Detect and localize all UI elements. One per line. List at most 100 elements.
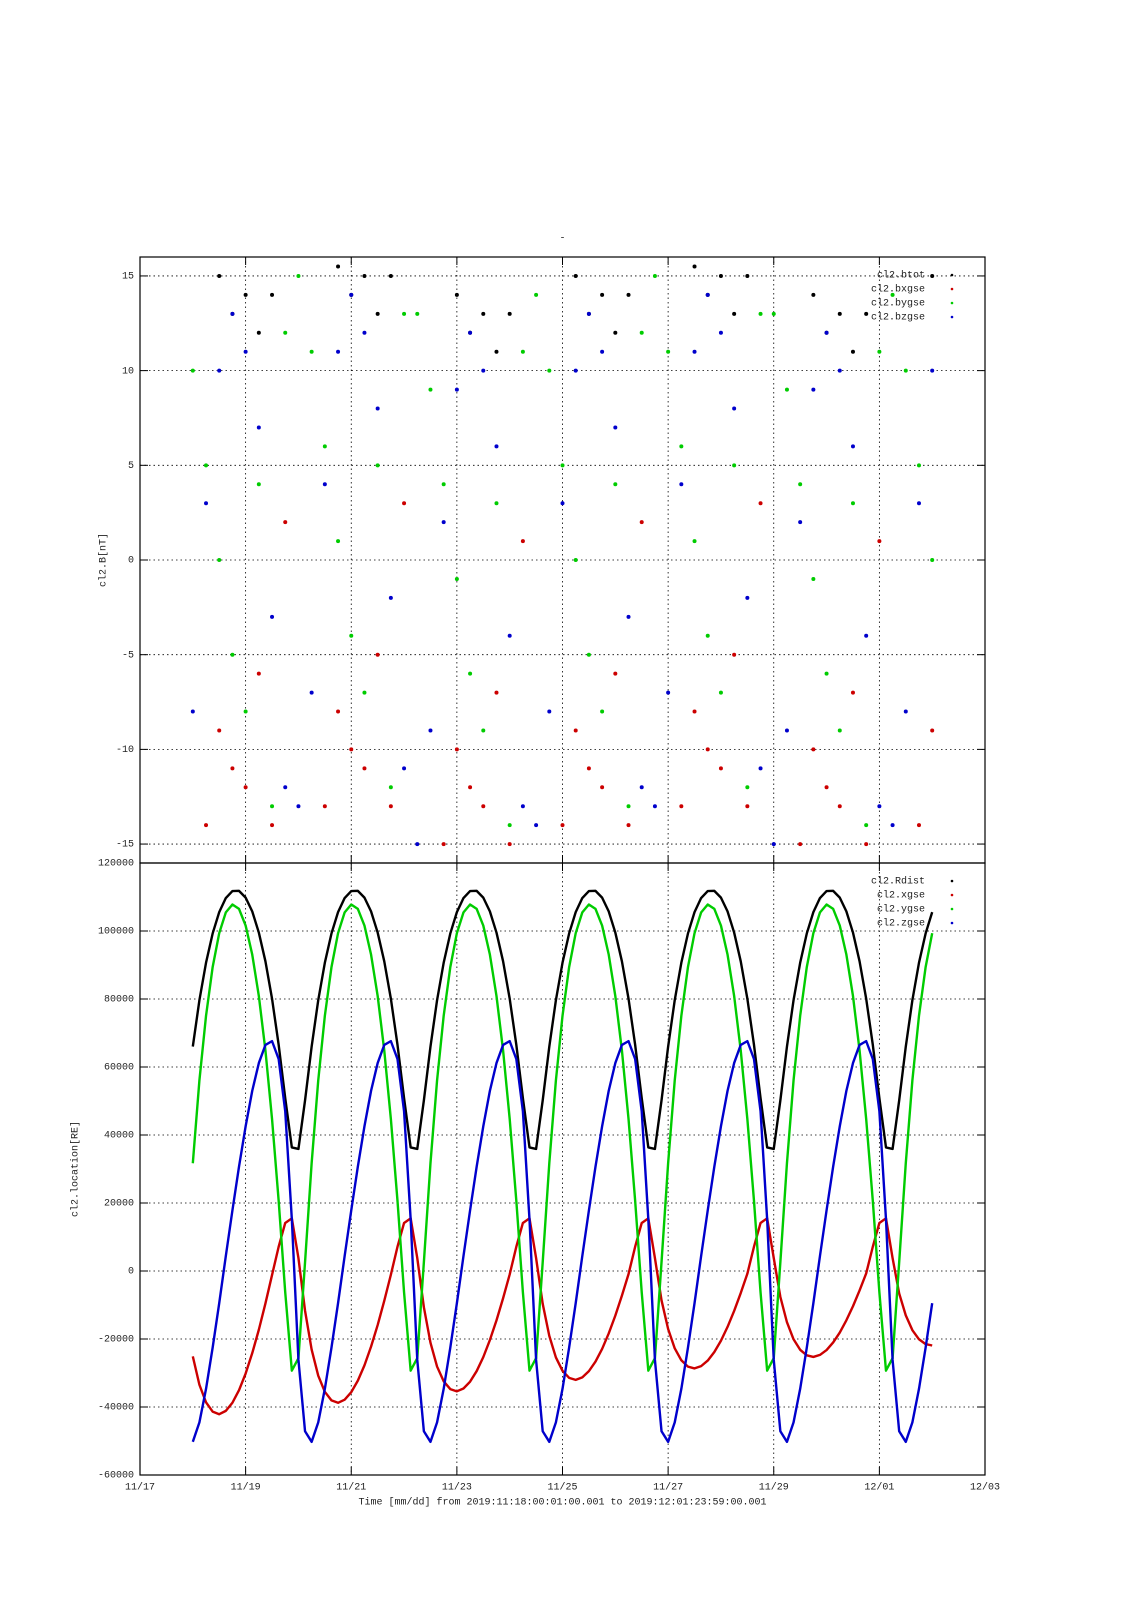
- x-axis-label: Time [mm/dd] from 2019:11:18:00:01:00.00…: [358, 1497, 766, 1509]
- data-point: [402, 311, 407, 316]
- data-point: [718, 273, 723, 278]
- x-tick-label: 11/17: [125, 1482, 155, 1494]
- data-point: [758, 766, 763, 771]
- legend-swatch: [950, 907, 954, 911]
- data-point: [705, 292, 710, 297]
- data-point: [388, 273, 393, 278]
- data-point: [481, 804, 486, 809]
- panel: -60000 -40000 -20000 0 20000 40000 60000 80000 1…: [70, 859, 1000, 1509]
- data-point: [283, 785, 288, 790]
- data-point: [296, 273, 301, 278]
- x-tick-label: 11/25: [547, 1482, 577, 1494]
- y-tick-label: 60000: [104, 1063, 134, 1074]
- data-point: [692, 539, 697, 544]
- data-point: [745, 785, 750, 790]
- data-point: [864, 842, 869, 847]
- data-point: [441, 842, 446, 847]
- y-axis-label: cl2.B[nT]: [98, 533, 110, 587]
- data-point: [824, 330, 829, 335]
- y-tick-label: -15: [116, 840, 134, 851]
- data-point: [877, 349, 882, 354]
- data-point: [190, 368, 195, 373]
- y-tick-label: 120000: [98, 859, 134, 870]
- y-tick-label: 15: [122, 272, 134, 283]
- data-point: [454, 387, 459, 392]
- data-point: [375, 652, 380, 657]
- data-point: [930, 273, 935, 278]
- data-point: [758, 311, 763, 316]
- data-point: [507, 842, 512, 847]
- legend-swatch: [950, 879, 954, 883]
- data-point: [256, 425, 261, 430]
- data-point: [626, 823, 631, 828]
- data-point: [494, 444, 499, 449]
- data-point: [666, 349, 671, 354]
- data-point: [916, 501, 921, 506]
- x-tick-label: 11/27: [653, 1482, 683, 1494]
- data-point: [613, 482, 618, 487]
- data-point: [468, 785, 473, 790]
- data-point: [732, 463, 737, 468]
- data-point: [652, 273, 657, 278]
- data-point: [824, 785, 829, 790]
- legend-swatch: [950, 921, 954, 925]
- data-point: [204, 501, 209, 506]
- data-point: [534, 823, 539, 828]
- data-point: [243, 292, 248, 297]
- data-point: [718, 690, 723, 695]
- x-tick-label: 11/23: [442, 1482, 472, 1494]
- data-point: [415, 311, 420, 316]
- data-point: [388, 595, 393, 600]
- data-point: [547, 709, 552, 714]
- legend-label: cl2.bzgse: [871, 312, 925, 324]
- data-line: [191, 1217, 933, 1416]
- data-point: [336, 264, 341, 269]
- data-point: [600, 709, 605, 714]
- data-point: [824, 671, 829, 676]
- data-point: [811, 292, 816, 297]
- data-point: [811, 747, 816, 752]
- data-point: [745, 273, 750, 278]
- data-point: [930, 368, 935, 373]
- data-point: [520, 349, 525, 354]
- data-point: [837, 728, 842, 733]
- chart-title: -: [559, 234, 565, 245]
- data-point: [732, 311, 737, 316]
- data-point: [798, 520, 803, 525]
- data-point: [322, 444, 327, 449]
- data-point: [468, 330, 473, 335]
- data-point: [600, 349, 605, 354]
- data-point: [375, 311, 380, 316]
- plot-frame: [139, 862, 986, 1476]
- legend-label: cl2.ygse: [877, 904, 925, 916]
- legend-swatch: [950, 301, 954, 305]
- data-point: [441, 520, 446, 525]
- data-point: [243, 709, 248, 714]
- data-point: [362, 273, 367, 278]
- data-point: [679, 482, 684, 487]
- data-point: [718, 330, 723, 335]
- panel: - -15 -10 -5 0 5 10 15 cl2.B[nT] cl2.btot cl2.bxgs…: [98, 234, 986, 864]
- data-point: [283, 330, 288, 335]
- data-point: [283, 520, 288, 525]
- data-point: [270, 614, 275, 619]
- data-point: [864, 823, 869, 828]
- data-point: [705, 633, 710, 638]
- data-point: [692, 349, 697, 354]
- data-point: [626, 292, 631, 297]
- data-point: [679, 804, 684, 809]
- data-point: [428, 728, 433, 733]
- data-point: [270, 292, 275, 297]
- data-point: [586, 766, 591, 771]
- data-point: [230, 311, 235, 316]
- data-point: [507, 633, 512, 638]
- data-point: [362, 766, 367, 771]
- data-point: [309, 690, 314, 695]
- data-point: [877, 539, 882, 544]
- data-point: [771, 842, 776, 847]
- data-point: [573, 368, 578, 373]
- data-point: [692, 264, 697, 269]
- legend-label: cl2.bygse: [871, 298, 925, 310]
